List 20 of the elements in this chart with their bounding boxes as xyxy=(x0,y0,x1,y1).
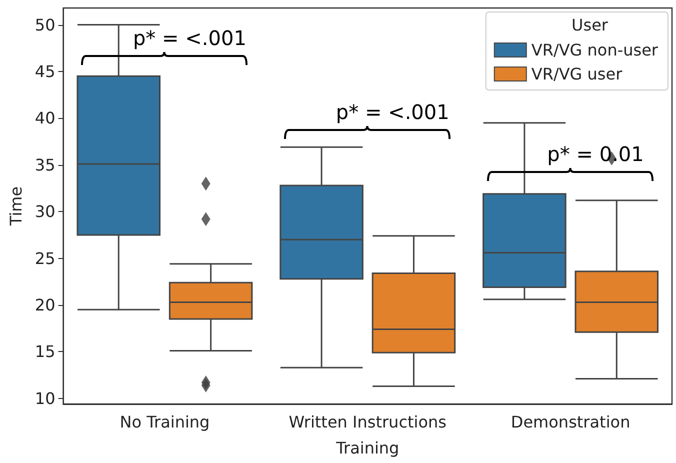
y-tick-label: 45 xyxy=(34,62,56,82)
annotation: p* = <.001 xyxy=(132,26,246,50)
legend-label: VR/VG non-user xyxy=(531,40,658,60)
y-tick-label: 40 xyxy=(34,108,56,128)
y-tick-label: 10 xyxy=(34,388,56,408)
annotation: p* = 0.01 xyxy=(547,142,644,166)
annotation: p* = <.001 xyxy=(336,100,450,124)
y-axis-title: Time xyxy=(6,186,26,227)
x-axis-title: Training xyxy=(335,438,400,458)
y-tick-label: 15 xyxy=(34,342,56,362)
y-tick-label: 35 xyxy=(34,155,56,174)
x-tick-label: No Training xyxy=(120,412,210,432)
x-tick-label: Demonstration xyxy=(510,412,630,432)
y-tick-label: 25 xyxy=(34,248,56,268)
legend-label: VR/VG user xyxy=(531,64,623,84)
y-tick-label: 30 xyxy=(34,202,56,222)
y-tick-label: 20 xyxy=(34,296,56,314)
legend-title: User xyxy=(572,16,608,34)
x-tick-label: Written Instructions xyxy=(288,412,446,432)
y-tick-label: 50 xyxy=(34,15,56,34)
